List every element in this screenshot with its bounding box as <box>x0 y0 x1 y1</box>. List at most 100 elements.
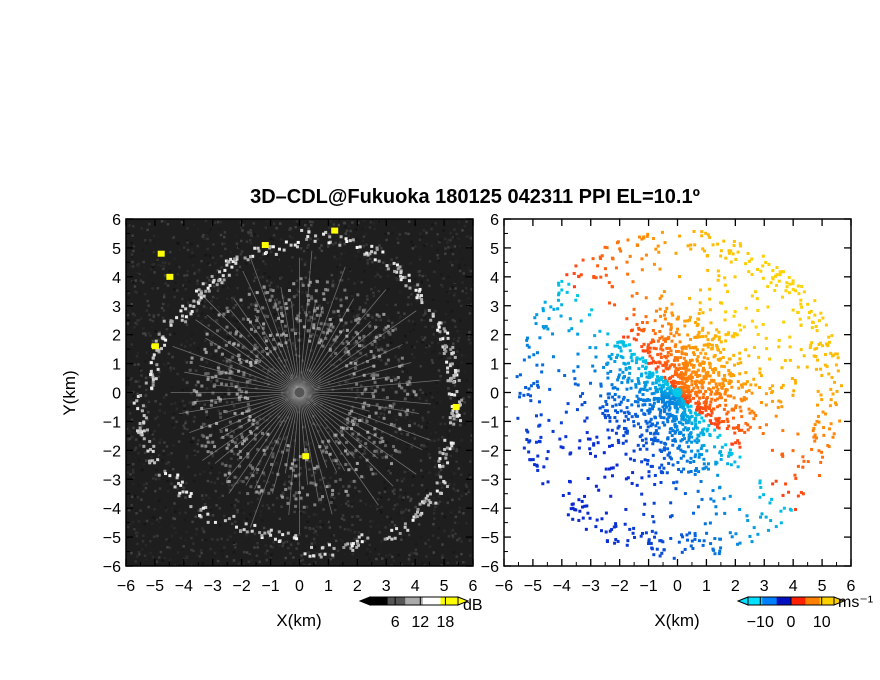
noise-speckle <box>297 411 300 414</box>
noise-speckle <box>379 510 383 514</box>
noise-speckle <box>141 539 145 543</box>
echo-pixel <box>263 336 267 340</box>
echo-pixel <box>325 485 329 489</box>
noise-speckle <box>284 436 288 439</box>
echo-pixel <box>253 343 257 347</box>
velocity-pixel <box>716 347 720 351</box>
noise-speckle <box>181 297 184 301</box>
echo-pixel <box>356 293 360 297</box>
noise-speckle <box>162 293 166 297</box>
velocity-pixel <box>691 396 695 400</box>
velocity-pixel <box>566 513 570 517</box>
noise-speckle <box>303 486 306 489</box>
velocity-pixel <box>607 436 611 440</box>
noise-speckle <box>379 346 383 349</box>
noise-speckle <box>436 383 439 387</box>
noise-speckle <box>436 502 440 505</box>
noise-speckle <box>274 319 278 322</box>
noise-speckle <box>278 277 282 280</box>
echo-pixel <box>272 305 276 309</box>
noise-speckle <box>344 355 347 358</box>
noise-speckle <box>280 276 283 279</box>
noise-speckle <box>448 394 451 398</box>
noise-speckle <box>291 342 295 345</box>
velocity-pixel <box>653 439 657 443</box>
noise-speckle <box>459 473 463 476</box>
noise-speckle <box>245 417 249 420</box>
noise-speckle <box>357 247 361 251</box>
noise-speckle <box>455 447 459 451</box>
noise-speckle <box>176 241 179 245</box>
noise-speckle <box>265 558 268 562</box>
noise-speckle <box>206 276 209 279</box>
noise-speckle <box>203 422 207 426</box>
noise-speckle <box>236 384 240 388</box>
noise-speckle <box>180 343 183 347</box>
noise-speckle <box>155 265 159 269</box>
echo-pixel <box>177 481 181 485</box>
noise-speckle <box>449 419 453 422</box>
echo-pixel <box>374 325 378 329</box>
noise-speckle <box>193 272 196 275</box>
velocity-pixel <box>614 409 618 413</box>
velocity-pixel <box>690 449 694 453</box>
noise-speckle <box>158 441 161 444</box>
velocity-pixel <box>682 428 686 432</box>
noise-speckle <box>235 476 239 479</box>
echo-pixel <box>209 403 213 407</box>
velocity-pixel <box>648 387 652 391</box>
velocity-pixel <box>688 358 692 362</box>
noise-speckle <box>184 496 187 499</box>
noise-speckle <box>363 452 367 455</box>
radial-streak <box>199 365 300 393</box>
radial-streak <box>299 326 379 393</box>
noise-speckle <box>286 375 290 378</box>
echo-pixel <box>226 433 230 437</box>
noise-speckle <box>332 223 336 226</box>
noise-speckle <box>459 423 462 427</box>
noise-speckle <box>386 315 389 319</box>
noise-speckle <box>417 424 420 427</box>
noise-speckle <box>303 263 307 266</box>
noise-speckle <box>436 254 439 257</box>
noise-speckle <box>221 554 225 558</box>
echo-pixel <box>320 546 324 550</box>
radial-streak <box>299 310 417 393</box>
noise-speckle <box>184 287 188 291</box>
velocity-pixel <box>750 391 754 395</box>
noise-speckle <box>437 473 441 477</box>
noise-speckle <box>326 245 330 248</box>
echo-pixel <box>199 294 203 298</box>
velocity-pixel <box>660 393 664 397</box>
velocity-pixel <box>695 370 699 374</box>
echo-pixel <box>273 537 277 541</box>
noise-speckle <box>315 401 319 404</box>
noise-speckle <box>305 534 308 538</box>
noise-speckle <box>376 273 379 276</box>
echo-pixel <box>403 275 407 279</box>
velocity-pixel <box>615 419 619 423</box>
echo-pixel <box>383 537 387 541</box>
noise-speckle <box>206 479 210 483</box>
velocity-pixel <box>650 529 654 533</box>
noise-speckle <box>227 383 231 387</box>
velocity-pixel <box>683 492 687 496</box>
noise-speckle <box>360 329 364 332</box>
noise-speckle <box>277 468 281 472</box>
radial-streak <box>233 298 300 393</box>
noise-speckle <box>234 433 238 437</box>
echo-pixel <box>313 239 317 243</box>
noise-speckle <box>205 414 209 417</box>
velocity-pixel <box>682 377 686 381</box>
velocity-pixel <box>586 437 590 441</box>
noise-speckle <box>459 463 463 467</box>
x-tick-label: 6 <box>469 578 478 595</box>
noise-speckle <box>412 485 415 488</box>
velocity-pixel <box>744 371 748 375</box>
echo-pixel <box>301 486 305 490</box>
echo-pixel <box>184 320 188 324</box>
noise-speckle <box>185 458 188 462</box>
velocity-pixel <box>626 380 630 384</box>
velocity-pixel <box>771 399 775 403</box>
noise-speckle <box>406 557 409 560</box>
